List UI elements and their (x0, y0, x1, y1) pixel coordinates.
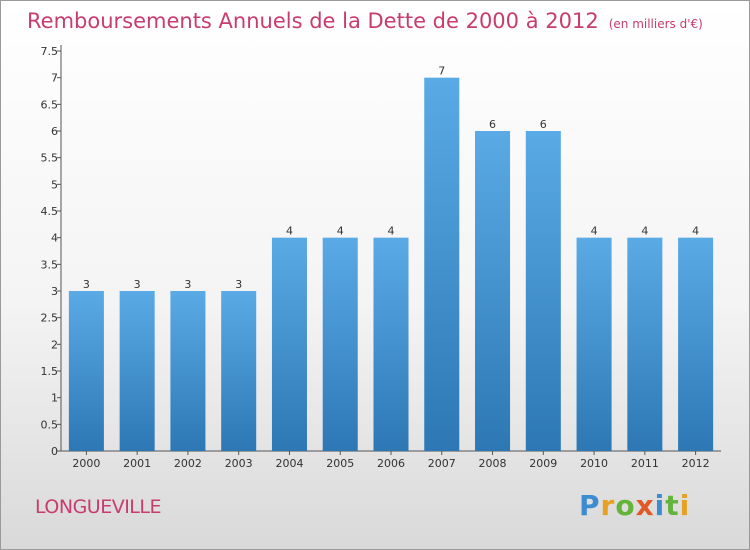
bar-2003 (221, 291, 257, 451)
logo-letter: i (654, 489, 666, 522)
y-tick-label: 6.5 (41, 98, 59, 111)
bar-2005 (322, 237, 358, 451)
y-tick-label: 3 (51, 285, 58, 298)
logo-letter: r (600, 489, 616, 522)
y-tick-label: 6 (51, 125, 58, 138)
bar-2001 (119, 291, 155, 451)
bar-value-label: 4 (641, 225, 648, 238)
bar-2008 (475, 131, 511, 451)
bar-value-label: 4 (692, 225, 699, 238)
y-tick-label: 4 (51, 232, 58, 245)
commune-name: LONGUEVILLE (35, 496, 162, 518)
bar-2007 (424, 77, 460, 452)
y-tick-label: 5 (51, 178, 58, 191)
x-tick-label: 2000 (72, 457, 100, 470)
bar-value-label: 6 (489, 118, 496, 131)
bar-value-label: 3 (235, 278, 242, 291)
bar-value-label: 3 (184, 278, 191, 291)
chart-title-text: Remboursements Annuels de la Dette de 20… (27, 9, 599, 33)
y-tick-label: 2.5 (41, 312, 59, 325)
chart-title: Remboursements Annuels de la Dette de 20… (27, 9, 703, 33)
x-tick-label: 2011 (631, 457, 659, 470)
x-tick-label: 2004 (275, 457, 303, 470)
bar-2011 (627, 237, 663, 451)
bar-2002 (170, 291, 206, 451)
chart-bars: 3 3 3 3 4 4 4 7 6 6 4 4 4 (68, 65, 714, 452)
y-tick-label: 1 (51, 392, 58, 405)
bar-2009 (525, 131, 561, 451)
bar-2000 (68, 291, 104, 451)
bar-2006 (373, 237, 409, 451)
logo-letter: x (635, 489, 655, 522)
y-tick-label: 3.5 (41, 258, 59, 271)
bar-2010 (576, 237, 612, 451)
bar-value-label: 4 (591, 225, 598, 238)
bar-value-label: 7 (438, 65, 445, 78)
chart-axes: 0 0.5 1 1.5 2 2.5 3 3.5 4 4.5 5 5.5 6 6.5 7 7.5 2000 2001… (41, 45, 721, 470)
y-tick-label: 0 (51, 445, 58, 458)
x-tick-label: 2001 (123, 457, 151, 470)
x-tick-label: 2012 (682, 457, 710, 470)
x-tick-label: 2007 (428, 457, 456, 470)
x-tick-label: 2009 (529, 457, 557, 470)
proxiti-logo: Proxiti (579, 489, 690, 522)
y-tick-label: 1.5 (41, 365, 59, 378)
y-tick-label: 7.5 (41, 45, 59, 58)
x-tick-label: 2003 (225, 457, 253, 470)
y-tick-label: 2 (51, 338, 58, 351)
bar-2004 (271, 237, 307, 451)
y-tick-label: 4.5 (41, 205, 59, 218)
bar-value-label: 3 (83, 278, 90, 291)
logo-letter: t (665, 489, 680, 522)
y-tick-label: 7 (51, 72, 58, 85)
logo-letter: o (615, 489, 636, 522)
bar-value-label: 6 (540, 118, 547, 131)
logo-letter: P (579, 489, 601, 522)
x-tick-label: 2005 (326, 457, 354, 470)
y-tick-label: 5.5 (41, 152, 59, 165)
bar-value-label: 3 (134, 278, 141, 291)
bar-value-label: 4 (286, 225, 293, 238)
y-tick-label: 0.5 (41, 418, 59, 431)
x-tick-label: 2006 (377, 457, 405, 470)
x-tick-label: 2008 (479, 457, 507, 470)
bar-2012 (678, 237, 714, 451)
bar-value-label: 4 (388, 225, 395, 238)
chart-unit: (en milliers d'€) (608, 17, 703, 31)
bar-value-label: 4 (337, 225, 344, 238)
x-tick-label: 2010 (580, 457, 608, 470)
logo-letter: i (679, 489, 691, 522)
x-tick-label: 2002 (174, 457, 202, 470)
